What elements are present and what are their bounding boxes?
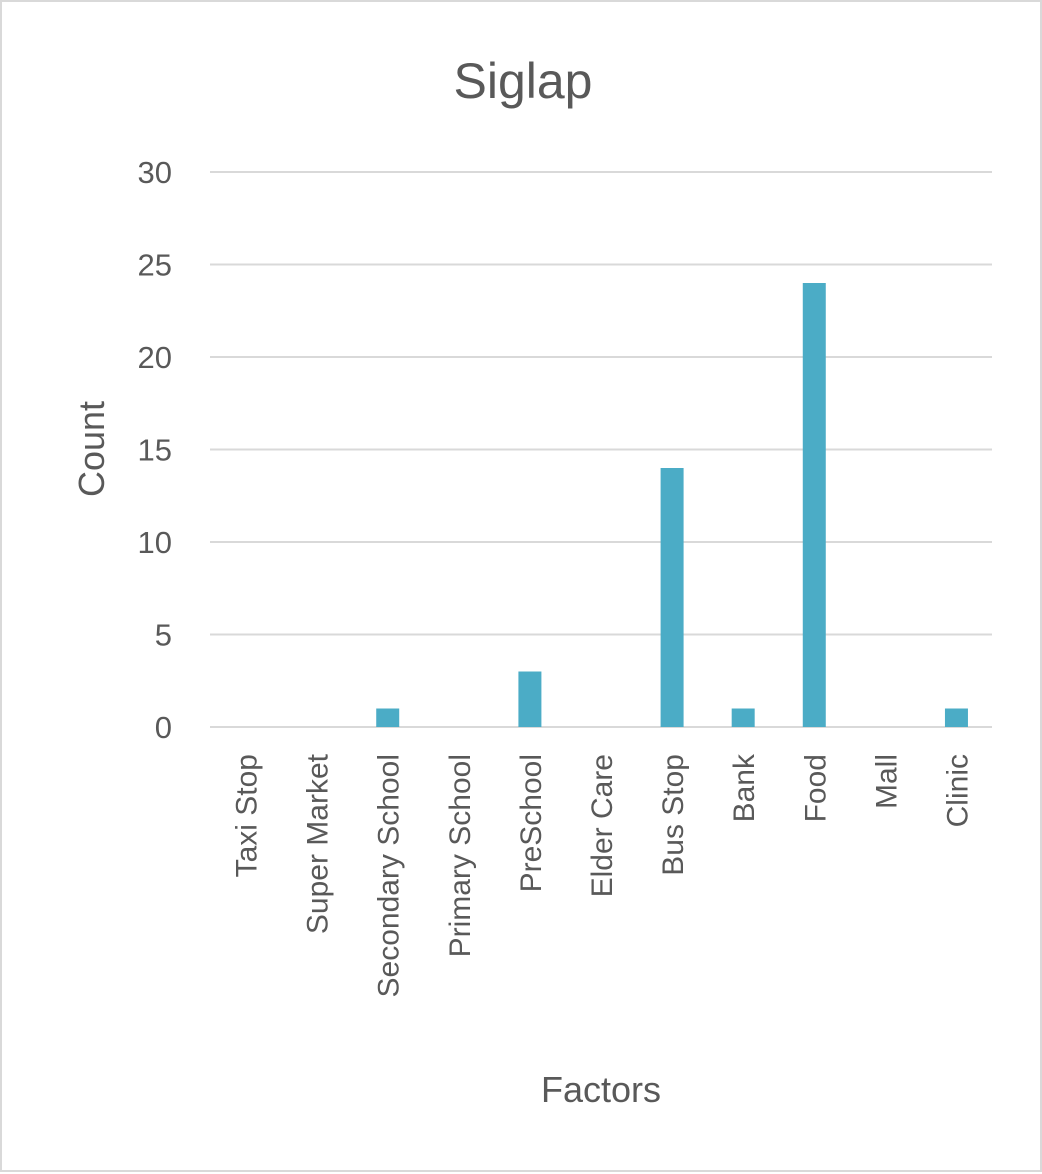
x-axis-label: Factors xyxy=(541,1069,661,1110)
y-tick-label: 0 xyxy=(155,710,172,745)
bar xyxy=(944,708,968,727)
y-tick-label: 30 xyxy=(138,155,172,190)
x-category-label: Super Market xyxy=(302,753,335,934)
y-tick-label: 25 xyxy=(138,248,172,283)
bar xyxy=(660,468,684,727)
bar xyxy=(731,708,755,727)
y-tick-label: 10 xyxy=(138,525,172,560)
x-category-label: Primary School xyxy=(444,754,477,957)
y-tick-label: 20 xyxy=(138,340,172,375)
x-category-label: Food xyxy=(799,754,832,822)
x-category-label: Bank xyxy=(728,753,761,822)
x-category-label: Mall xyxy=(870,754,903,809)
y-tick-label: 5 xyxy=(155,618,172,653)
chart-title: Siglap xyxy=(454,53,593,109)
bar xyxy=(518,671,542,727)
y-tick-label: 15 xyxy=(138,433,172,468)
x-category-label: Secondary School xyxy=(373,754,406,998)
x-category-label: PreSchool xyxy=(515,754,548,892)
x-category-label: Taxi Stop xyxy=(231,754,264,877)
x-category-label: Elder Care xyxy=(586,754,619,897)
y-axis-label: Count xyxy=(71,401,112,497)
bar xyxy=(802,283,826,727)
x-axis-categories: Taxi Stop Super Market Secondary School Pri… xyxy=(231,753,975,997)
y-axis-ticks: 0 5 10 15 20 25 30 xyxy=(138,155,172,745)
bar xyxy=(376,708,400,727)
x-category-label: Clinic xyxy=(941,754,974,827)
gridlines xyxy=(210,171,992,728)
x-category-label: Bus Stop xyxy=(657,754,690,876)
bars xyxy=(376,283,968,727)
